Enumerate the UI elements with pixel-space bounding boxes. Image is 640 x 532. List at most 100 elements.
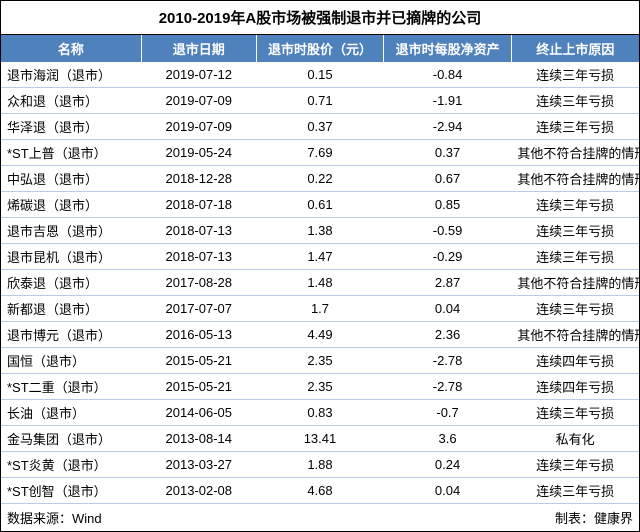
table-cell: 2017-07-07 [141,296,256,322]
table-cell: 2015-05-21 [141,374,256,400]
table-cell: *ST二重（退市） [1,374,141,400]
table-cell: 2.36 [384,322,512,348]
table-cell: 0.04 [384,296,512,322]
table-row: 烯碳退（退市）2018-07-180.610.85连续三年亏损 [1,192,639,218]
table-cell: 2013-02-08 [141,478,256,504]
table-cell: -1.91 [384,88,512,114]
table-cell: 欣泰退（退市） [1,270,141,296]
table-title: 2010-2019年A股市场被强制退市并已摘牌的公司 [1,1,639,35]
table-cell: 3.6 [384,426,512,452]
table-cell: 国恒（退市） [1,348,141,374]
table-cell: 连续三年亏损 [511,62,639,88]
table-cell: 2.35 [256,348,384,374]
table-cell: 2013-08-14 [141,426,256,452]
table-cell: 2019-07-09 [141,88,256,114]
column-header: 名称 [1,35,141,62]
table-cell: 退市博元（退市） [1,322,141,348]
table-row: 退市海润（退市）2019-07-120.15-0.84连续三年亏损 [1,62,639,88]
table-cell: 2018-07-13 [141,244,256,270]
table-cell: 连续三年亏损 [511,400,639,426]
table-row: 退市博元（退市）2016-05-134.492.36其他不符合挂牌的情形 [1,322,639,348]
table-cell: 2.87 [384,270,512,296]
table-cell: 中弘退（退市） [1,166,141,192]
table-cell: 1.47 [256,244,384,270]
table-cell: 1.88 [256,452,384,478]
table-cell: 1.7 [256,296,384,322]
table-cell: 退市昆机（退市） [1,244,141,270]
table-row: 金马集团（退市）2013-08-1413.413.6私有化 [1,426,639,452]
table-body: 退市海润（退市）2019-07-120.15-0.84连续三年亏损众和退（退市）… [1,62,639,504]
table-cell: 烯碳退（退市） [1,192,141,218]
table-cell: 2014-06-05 [141,400,256,426]
table-row: *ST上普（退市）2019-05-247.690.37其他不符合挂牌的情形 [1,140,639,166]
table-row: 华泽退（退市）2019-07-090.37-2.94连续三年亏损 [1,114,639,140]
table-cell: 4.68 [256,478,384,504]
table-cell: 2018-07-13 [141,218,256,244]
table-cell: 私有化 [511,426,639,452]
table-row: 中弘退（退市）2018-12-280.220.67其他不符合挂牌的情形 [1,166,639,192]
table-row: 退市昆机（退市）2018-07-131.47-0.29连续三年亏损 [1,244,639,270]
table-cell: 13.41 [256,426,384,452]
table-cell: 0.37 [256,114,384,140]
table-cell: 2015-05-21 [141,348,256,374]
table-container: 2010-2019年A股市场被强制退市并已摘牌的公司 名称退市日期退市时股价（元… [0,0,640,532]
column-header: 终止上市原因 [511,35,639,62]
table-cell: 0.24 [384,452,512,478]
table-cell: 连续四年亏损 [511,348,639,374]
column-header: 退市时每股净资产 [384,35,512,62]
table-footer: 数据来源：Wind 制表：健康界 [1,504,639,531]
column-header: 退市日期 [141,35,256,62]
table-cell: *ST上普（退市） [1,140,141,166]
table-cell: 退市海润（退市） [1,62,141,88]
table-cell: 1.38 [256,218,384,244]
table-cell: 7.69 [256,140,384,166]
table-cell: 连续三年亏损 [511,192,639,218]
table-cell: 连续三年亏损 [511,114,639,140]
table-cell: 连续三年亏损 [511,452,639,478]
table-cell: 0.61 [256,192,384,218]
table-cell: 退市吉恩（退市） [1,218,141,244]
table-cell: 众和退（退市） [1,88,141,114]
table-cell: 0.83 [256,400,384,426]
table-row: *ST二重（退市）2015-05-212.35-2.78连续四年亏损 [1,374,639,400]
table-cell: *ST创智（退市） [1,478,141,504]
table-cell: 2018-12-28 [141,166,256,192]
table-cell: 2.35 [256,374,384,400]
table-row: 欣泰退（退市）2017-08-281.482.87其他不符合挂牌的情形 [1,270,639,296]
table-row: 众和退（退市）2019-07-090.71-1.91连续三年亏损 [1,88,639,114]
table-cell: 华泽退（退市） [1,114,141,140]
table-cell: 连续三年亏损 [511,88,639,114]
table-cell: 其他不符合挂牌的情形 [511,166,639,192]
table-cell: 4.49 [256,322,384,348]
table-cell: -0.7 [384,400,512,426]
table-cell: 0.22 [256,166,384,192]
table-cell: 2019-07-12 [141,62,256,88]
table-row: 国恒（退市）2015-05-212.35-2.78连续四年亏损 [1,348,639,374]
table-cell: 其他不符合挂牌的情形 [511,140,639,166]
table-cell: 2017-08-28 [141,270,256,296]
table-header: 名称退市日期退市时股价（元）退市时每股净资产终止上市原因 [1,35,639,62]
table-cell: 0.04 [384,478,512,504]
table-cell: 2013-03-27 [141,452,256,478]
table-row: *ST炎黄（退市）2013-03-271.880.24连续三年亏损 [1,452,639,478]
table-cell: -0.29 [384,244,512,270]
table-cell: 长油（退市） [1,400,141,426]
table-cell: 连续三年亏损 [511,296,639,322]
table-cell: 金马集团（退市） [1,426,141,452]
table-cell: -0.59 [384,218,512,244]
table-row: 长油（退市）2014-06-050.83-0.7连续三年亏损 [1,400,639,426]
table-cell: -2.94 [384,114,512,140]
table-cell: -2.78 [384,374,512,400]
table-cell: 2018-07-18 [141,192,256,218]
table-cell: 连续三年亏损 [511,244,639,270]
table-row: *ST创智（退市）2013-02-084.680.04连续三年亏损 [1,478,639,504]
table-cell: 连续三年亏损 [511,218,639,244]
table-cell: 2019-05-24 [141,140,256,166]
data-source: 数据来源：Wind [7,508,102,527]
table-cell: 0.71 [256,88,384,114]
table-credit: 制表：健康界 [555,508,633,527]
table-cell: 1.48 [256,270,384,296]
table-cell: 0.15 [256,62,384,88]
table-cell: 其他不符合挂牌的情形 [511,270,639,296]
table-row: 退市吉恩（退市）2018-07-131.38-0.59连续三年亏损 [1,218,639,244]
